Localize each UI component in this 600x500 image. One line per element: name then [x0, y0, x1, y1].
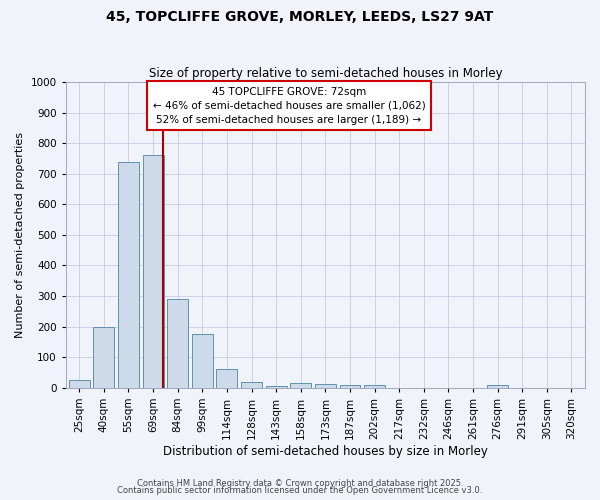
Bar: [167, 299, 188, 388]
Bar: [266, 386, 287, 388]
Bar: [315, 384, 336, 388]
Text: 45 TOPCLIFFE GROVE: 72sqm
← 46% of semi-detached houses are smaller (1,062)
52% : 45 TOPCLIFFE GROVE: 72sqm ← 46% of semi-…: [152, 86, 425, 124]
X-axis label: Distribution of semi-detached houses by size in Morley: Distribution of semi-detached houses by …: [163, 444, 488, 458]
Bar: [94, 326, 115, 388]
Bar: [192, 334, 213, 388]
Text: Contains HM Land Registry data © Crown copyright and database right 2025.: Contains HM Land Registry data © Crown c…: [137, 478, 463, 488]
Bar: [364, 384, 385, 388]
Bar: [241, 382, 262, 388]
Bar: [217, 369, 238, 388]
Y-axis label: Number of semi-detached properties: Number of semi-detached properties: [15, 132, 25, 338]
Bar: [487, 384, 508, 388]
Text: Contains public sector information licensed under the Open Government Licence v3: Contains public sector information licen…: [118, 486, 482, 495]
Bar: [118, 162, 139, 388]
Bar: [340, 386, 361, 388]
Bar: [290, 383, 311, 388]
Title: Size of property relative to semi-detached houses in Morley: Size of property relative to semi-detach…: [149, 66, 502, 80]
Text: 45, TOPCLIFFE GROVE, MORLEY, LEEDS, LS27 9AT: 45, TOPCLIFFE GROVE, MORLEY, LEEDS, LS27…: [106, 10, 494, 24]
Bar: [143, 156, 164, 388]
Bar: [69, 380, 90, 388]
